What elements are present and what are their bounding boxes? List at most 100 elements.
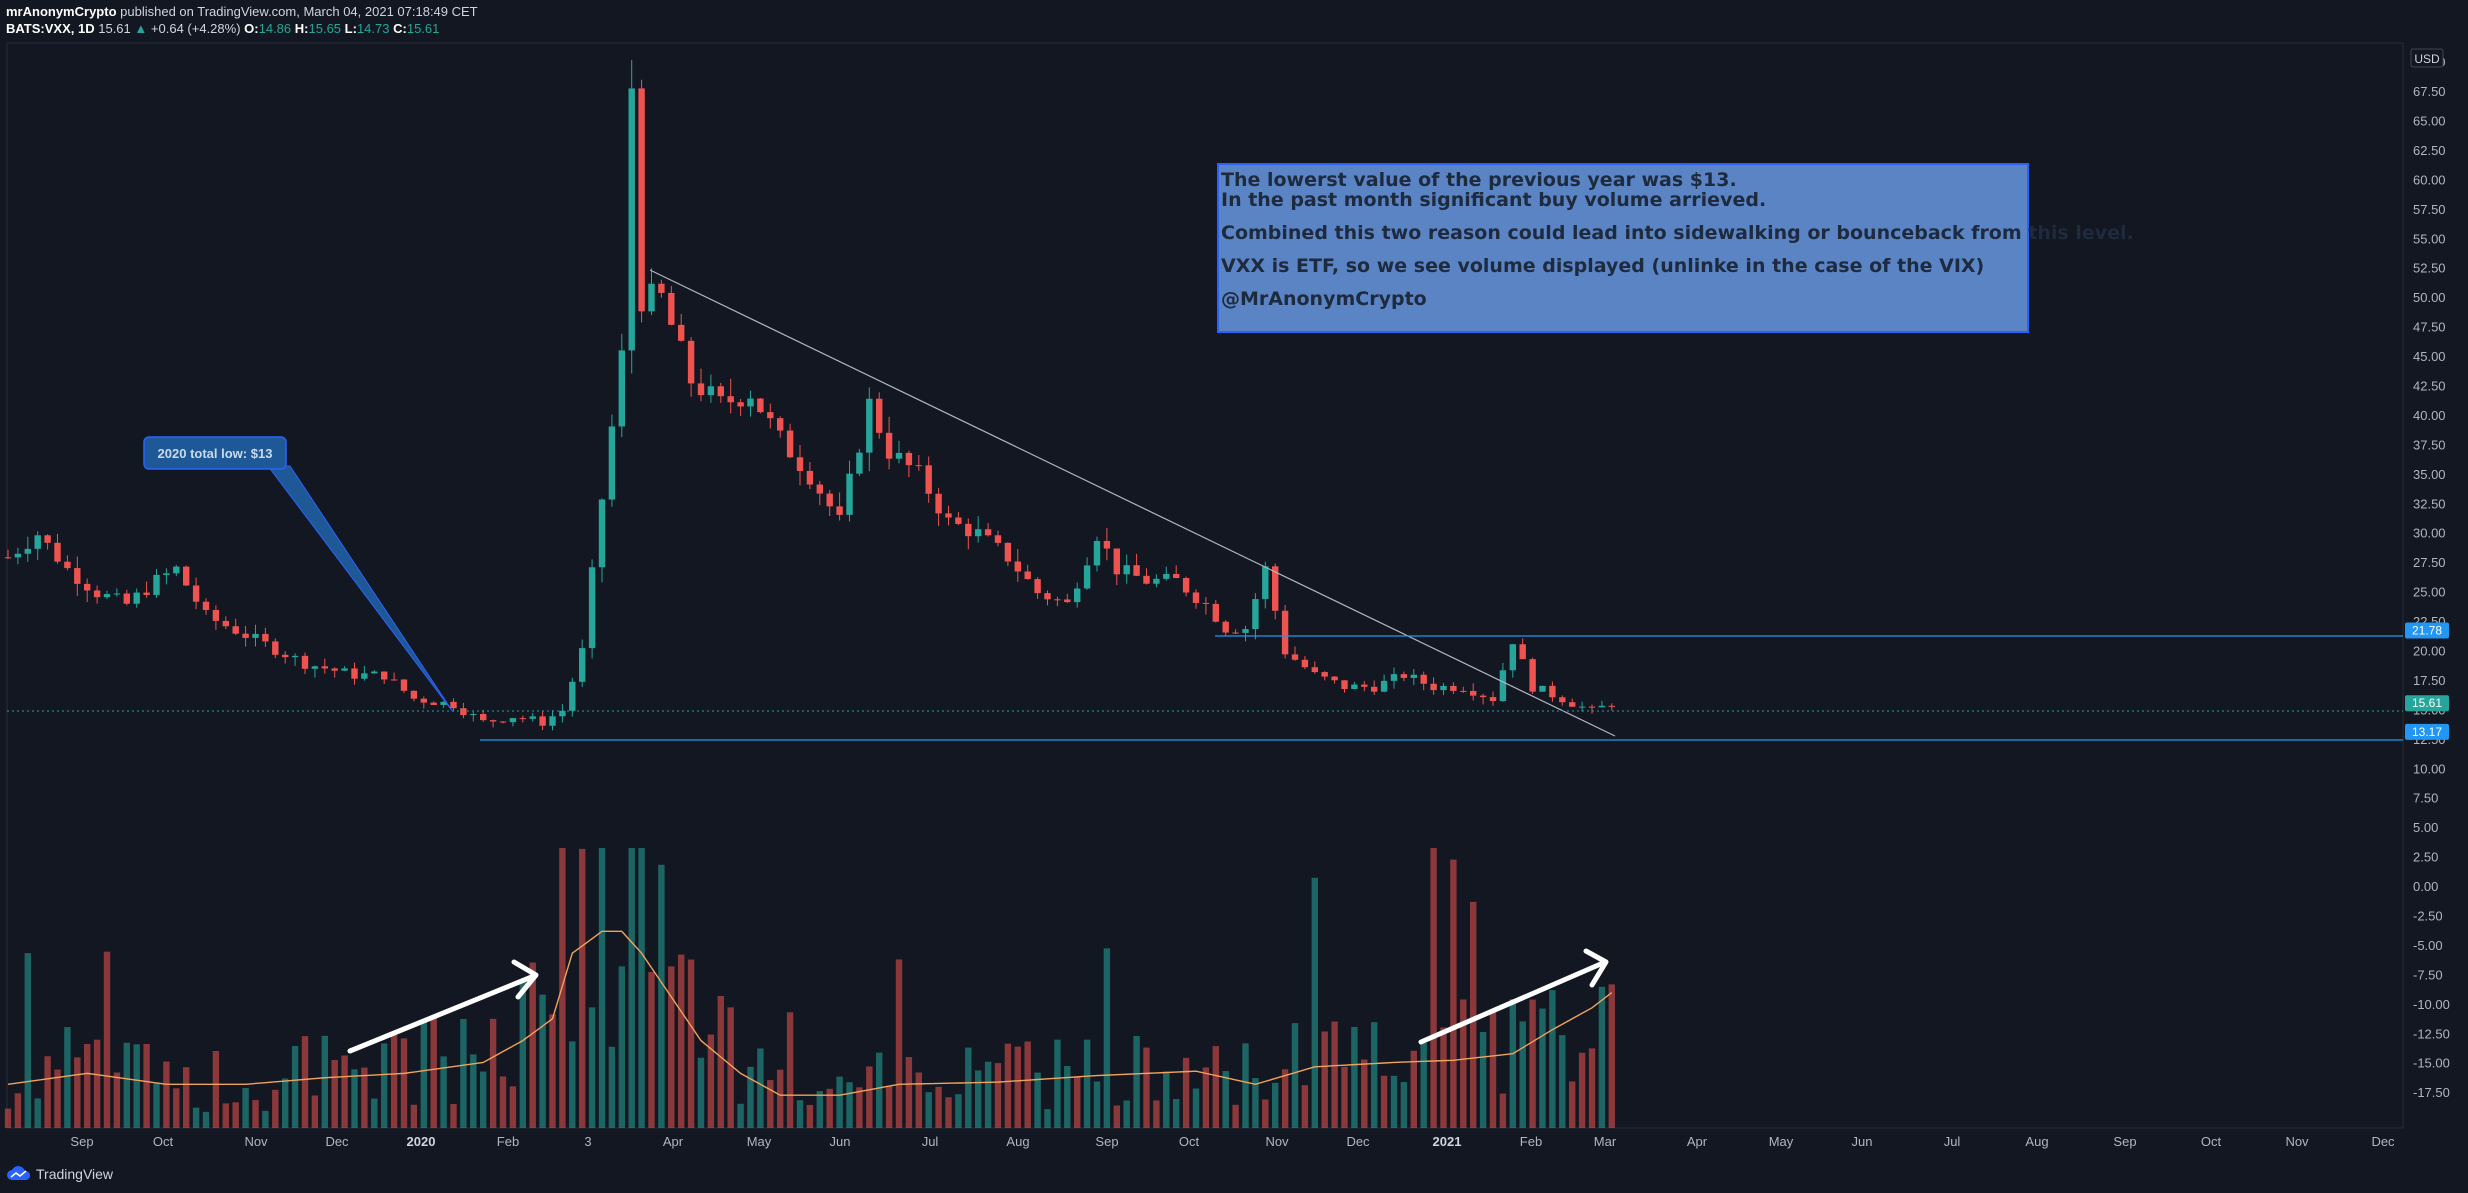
volume-bar <box>1222 1071 1229 1128</box>
author-name[interactable]: mrAnonymCrypto <box>6 4 117 19</box>
volume-bar <box>183 1067 190 1128</box>
volume-bar <box>1371 1022 1378 1128</box>
publish-header: mrAnonymCrypto published on TradingView.… <box>6 4 478 19</box>
candle-body <box>470 714 477 716</box>
volume-bar <box>777 1069 784 1128</box>
volume-bar <box>202 1111 210 1128</box>
candle-body <box>678 324 685 341</box>
candle-body <box>183 566 190 586</box>
candle-body <box>420 698 427 703</box>
volume-bar <box>381 1043 388 1128</box>
y-tick-label: 57.50 <box>2413 202 2446 217</box>
x-tick-label: Nov <box>1265 1134 1289 1149</box>
volume-bar <box>1539 1008 1546 1128</box>
volume-bar <box>638 848 645 1128</box>
volume-bar <box>539 994 546 1128</box>
x-tick-label: Dec <box>1346 1134 1370 1149</box>
volume-bar <box>598 848 606 1128</box>
candle-body <box>1450 685 1457 691</box>
candle-body <box>1291 654 1299 660</box>
volume-bar <box>400 1038 408 1128</box>
y-tick-label: 10.00 <box>2413 761 2446 776</box>
candle-body <box>727 396 734 403</box>
volume-bar <box>1182 1057 1190 1128</box>
volume-bar <box>737 1103 744 1128</box>
candle-body <box>1608 705 1615 707</box>
volume-bar <box>1153 1100 1160 1128</box>
logo-text: TradingView <box>36 1166 114 1182</box>
volume-bar <box>1598 986 1606 1128</box>
volume-bar <box>1499 1093 1507 1128</box>
candle-body <box>1232 632 1239 634</box>
y-tick-label: 50.00 <box>2413 290 2446 305</box>
tradingview-logo[interactable]: TradingView <box>6 1166 113 1182</box>
candle-body <box>74 568 81 584</box>
volume-bar <box>1093 1081 1101 1128</box>
analysis-note[interactable]: The lowerst value of the previous year w… <box>1217 163 2134 333</box>
candle-body <box>192 585 200 602</box>
volume-bar <box>965 1047 972 1128</box>
candle-body <box>1400 674 1408 678</box>
candle-body <box>1440 685 1447 691</box>
volume-bar <box>4 1108 12 1128</box>
candle-body <box>816 484 823 494</box>
volume-arrow-left[interactable] <box>347 959 539 1054</box>
volume-bar <box>905 1057 913 1128</box>
time-axis[interactable]: Sep Oct Nov Dec 2020 Feb 3 Apr May Jun Jul Aug Sep Oc… <box>70 1134 2395 1149</box>
candle-body <box>14 553 22 558</box>
volume-bar <box>1083 1039 1091 1128</box>
candle-body <box>44 535 51 543</box>
volume-bar <box>450 1103 457 1128</box>
candle-body <box>34 535 41 549</box>
volume-bar <box>836 1076 843 1128</box>
trendline[interactable] <box>649 269 1616 737</box>
low-value: 14.73 <box>356 21 390 36</box>
volume-bar <box>470 1054 477 1128</box>
x-tick-label: Sep <box>1095 1134 1118 1149</box>
y-tick-label: 37.50 <box>2413 437 2446 452</box>
candle-body <box>1103 540 1111 549</box>
open-value: 14.86 <box>258 21 292 36</box>
candle-body <box>984 529 992 536</box>
note-line: The lowerst value of the previous year w… <box>1221 169 1737 191</box>
price-axis[interactable]: 70.0067.5065.0062.5060.0057.5055.0052.50… <box>2413 55 2450 1101</box>
volume-bar <box>767 1080 774 1128</box>
y-tick-label: 35.00 <box>2413 467 2446 482</box>
volume-bar <box>242 1087 249 1128</box>
change-arrow-icon: ▲ <box>134 21 148 36</box>
candle-body <box>1351 684 1358 689</box>
volume-bar <box>945 1097 952 1128</box>
candle-body <box>450 701 457 709</box>
x-tick-label: 2021 <box>1433 1134 1462 1149</box>
y-tick-label: 17.50 <box>2413 673 2446 688</box>
y-tick-label: -2.50 <box>2413 908 2443 923</box>
price-markers: 21.78 15.61 13.17 <box>2405 622 2449 740</box>
volume-arrow-right[interactable] <box>1418 948 1609 1045</box>
candle-body <box>1242 629 1249 633</box>
candle-body <box>84 583 91 591</box>
note-line: @MrAnonymCrypto <box>1221 288 1427 310</box>
open-label: O: <box>244 21 259 36</box>
low-callout[interactable]: 2020 total low: $13 <box>143 436 454 713</box>
volume-bar <box>915 1072 922 1128</box>
x-tick-label: Oct <box>153 1134 174 1149</box>
volume-bar <box>1489 1011 1497 1128</box>
volume-bar <box>697 1057 705 1128</box>
volume-bar <box>212 1050 220 1128</box>
candle-body <box>1123 565 1130 575</box>
candle-body <box>965 523 972 537</box>
candle-body <box>54 542 61 562</box>
symbol-name[interactable]: BATS:VXX, 1D <box>6 21 95 36</box>
volume-bar <box>331 1059 338 1128</box>
candle-body <box>1578 706 1586 708</box>
candle-body <box>400 679 408 691</box>
candle-body <box>381 671 388 680</box>
candle-body <box>1470 690 1477 696</box>
candle-body <box>658 283 665 293</box>
y-tick-label: -15.00 <box>2413 1056 2450 1071</box>
volume-bar <box>1321 1031 1328 1128</box>
candle-body <box>1509 644 1516 671</box>
currency-badge[interactable]: USD <box>2410 48 2444 68</box>
volume-bar <box>24 953 31 1128</box>
